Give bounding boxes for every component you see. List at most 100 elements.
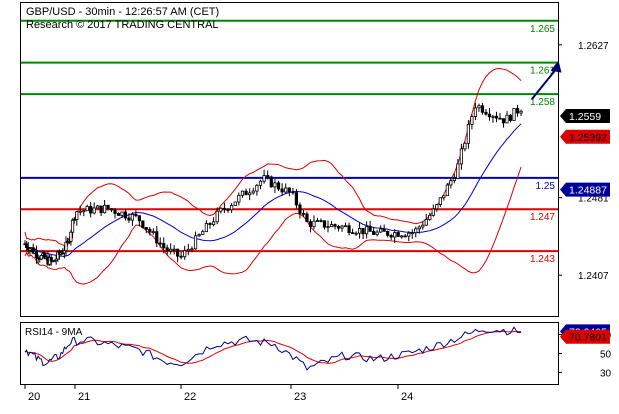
candle <box>39 253 44 261</box>
candle <box>519 109 523 116</box>
candle <box>158 237 162 248</box>
candle <box>428 212 432 221</box>
candle <box>333 223 337 230</box>
x-tick-label: 21 <box>78 391 90 403</box>
price-tag-1: 1.25392 <box>560 129 610 144</box>
candle <box>308 219 313 233</box>
candle-body <box>459 148 463 165</box>
candle-body <box>215 210 219 223</box>
candle-body <box>144 227 148 230</box>
candle-body <box>326 226 330 229</box>
candle-body <box>312 220 316 227</box>
candle <box>190 246 194 253</box>
candle-body <box>294 192 299 206</box>
candle <box>70 218 75 239</box>
candle <box>322 220 327 230</box>
candle <box>148 226 152 236</box>
candle <box>417 225 421 234</box>
candle <box>449 177 453 189</box>
candle <box>505 111 509 124</box>
chart-copyright: Research © 2017 TRADING CENTRAL <box>26 19 219 31</box>
candle <box>155 225 159 248</box>
candle <box>393 229 397 243</box>
candle <box>491 114 495 123</box>
candle-body <box>190 248 194 251</box>
candle-body <box>70 219 75 233</box>
candle <box>487 107 492 121</box>
candle-body <box>357 227 362 234</box>
candle <box>233 201 237 206</box>
candle <box>312 215 316 230</box>
candle <box>350 228 355 235</box>
candle-body <box>354 232 358 235</box>
y-tick-label: 1.2627 <box>578 41 609 52</box>
candle <box>382 224 386 232</box>
forecast-arrow <box>530 60 562 100</box>
candle-body <box>372 230 376 235</box>
candle <box>291 188 295 195</box>
candle-body <box>222 207 227 210</box>
candle-body <box>519 110 523 114</box>
candle-body <box>103 204 107 214</box>
price-tag-1-text: 1.25392 <box>569 132 607 144</box>
candle <box>49 255 53 266</box>
candle-body <box>414 228 418 234</box>
candle <box>400 235 404 239</box>
candle <box>294 189 299 209</box>
price-tag-0-bg <box>560 109 610 124</box>
candle-body <box>487 113 492 118</box>
candle-body <box>470 116 474 125</box>
candle <box>34 245 39 264</box>
candle <box>477 103 481 112</box>
candle-body <box>251 190 255 194</box>
candle-body <box>361 227 365 235</box>
candle <box>204 220 208 233</box>
candle-body <box>113 209 117 214</box>
candle-body <box>284 187 288 193</box>
candle-body <box>308 221 313 227</box>
candle-body <box>85 205 89 212</box>
price-tag-2-bg <box>560 182 610 197</box>
candle-body <box>333 224 337 227</box>
candle-body <box>155 231 159 244</box>
candle <box>75 211 79 226</box>
candle-body <box>248 192 252 196</box>
level-label-4: 1.247 <box>530 212 555 223</box>
chart-title: GBP/USD - 30min - 12:26:57 AM (CET) <box>26 6 219 18</box>
candle <box>347 222 351 236</box>
candle <box>459 143 463 170</box>
candle <box>201 229 205 235</box>
candle-body <box>452 178 456 182</box>
candle-body <box>350 232 355 235</box>
candle-body <box>315 220 320 222</box>
candle-body <box>276 182 281 190</box>
candles <box>23 102 523 266</box>
candle-body <box>319 220 323 222</box>
x-tick-label: 24 <box>401 391 413 403</box>
candle-body <box>201 231 205 235</box>
candle-body <box>176 248 180 257</box>
candle <box>208 222 212 229</box>
candle-body <box>421 224 425 228</box>
candle <box>438 197 442 208</box>
candle <box>99 205 103 217</box>
candle <box>336 224 341 232</box>
main-chart-frame <box>20 2 559 317</box>
candle-body <box>193 235 198 250</box>
candle <box>120 211 124 218</box>
candle-body <box>141 220 145 228</box>
candle <box>480 102 485 115</box>
rsi-tag-1: 70.7801 <box>560 329 610 344</box>
candle-body <box>49 257 53 262</box>
candle <box>379 225 383 233</box>
ma-line <box>24 123 522 258</box>
candle <box>186 243 190 256</box>
candle <box>130 212 135 226</box>
y-tick-label: 1.2407 <box>578 271 609 282</box>
candle <box>396 230 400 238</box>
candle-body <box>34 251 39 259</box>
candle-body <box>137 215 141 222</box>
candle <box>134 210 138 218</box>
candle <box>113 207 117 219</box>
candle-body <box>258 180 263 186</box>
